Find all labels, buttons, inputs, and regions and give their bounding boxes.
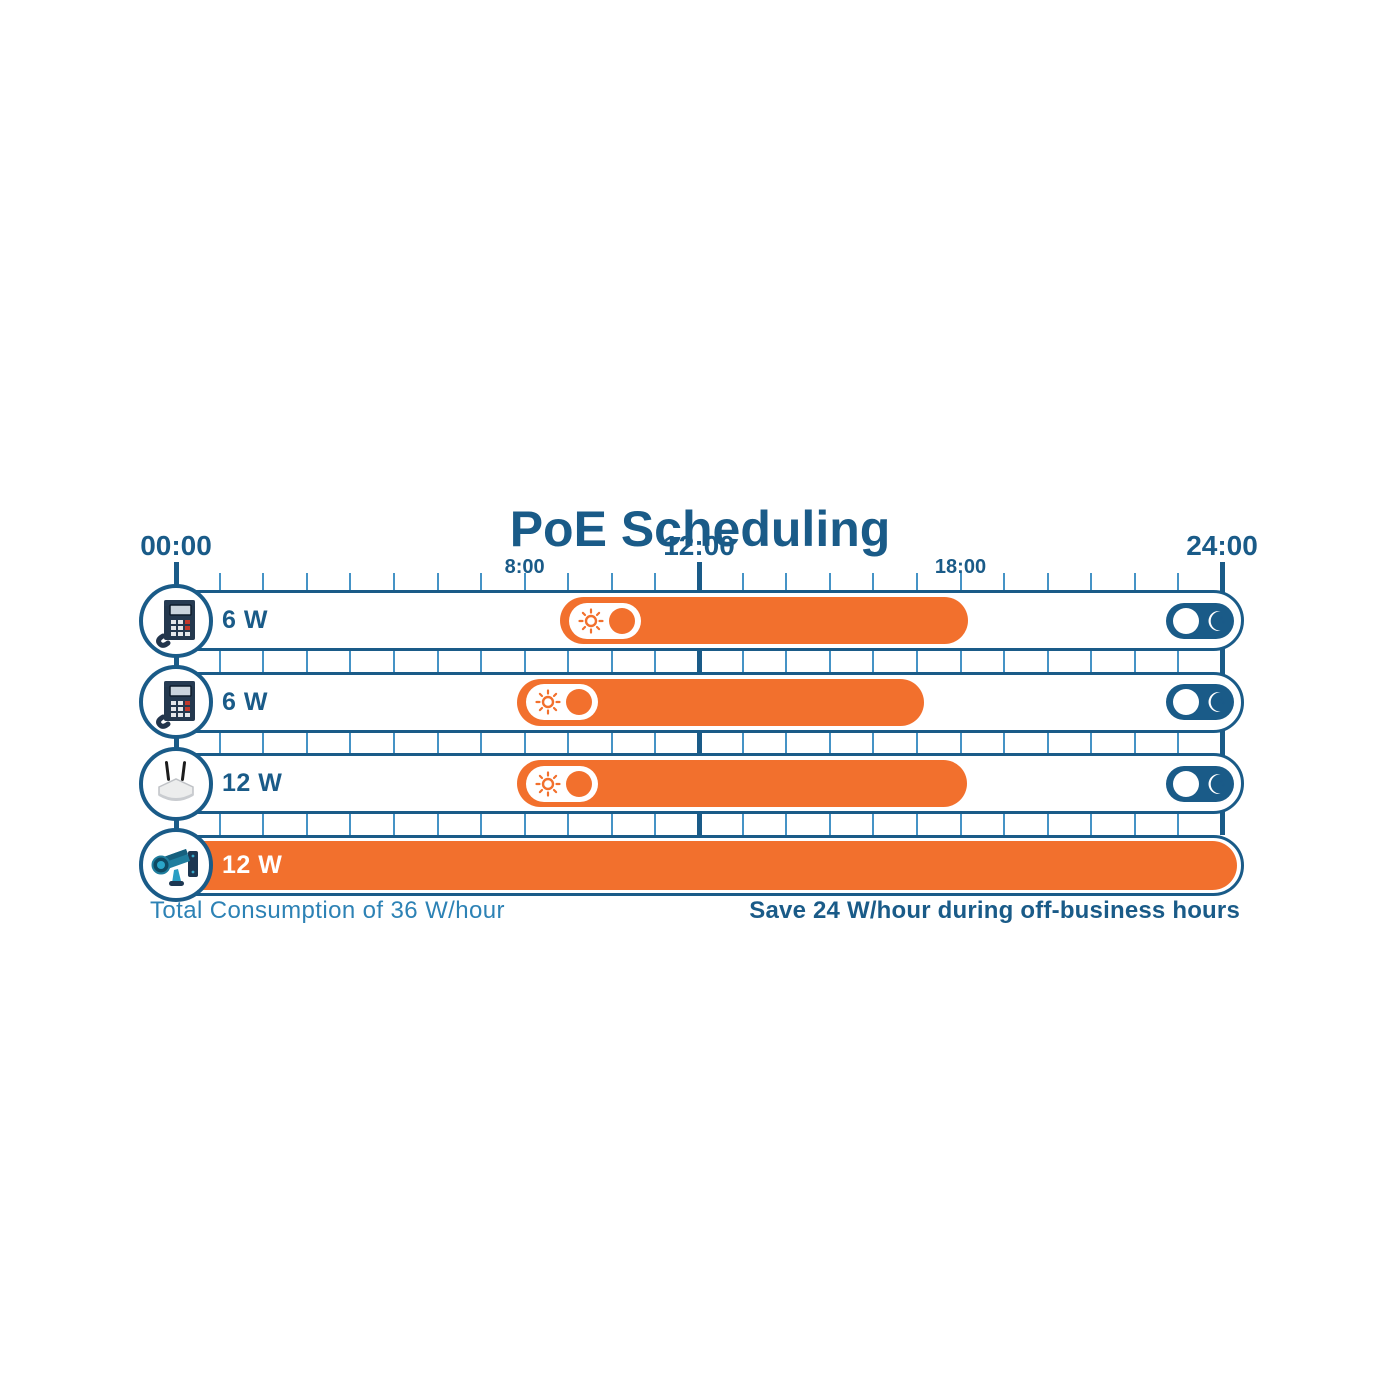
night-schedule-toggle-off[interactable] bbox=[1166, 684, 1234, 720]
chart-title: PoE Scheduling bbox=[509, 500, 891, 557]
axis-label-0000: 00:00 bbox=[140, 530, 212, 561]
device-badge-ip-phone bbox=[139, 665, 213, 739]
axis-label-1800: 18:00 bbox=[934, 556, 987, 578]
toggle-knob bbox=[1173, 689, 1199, 715]
toggle-knob bbox=[1173, 607, 1199, 634]
savings-note: Save 24 W/hour during off-business hours bbox=[749, 897, 1240, 924]
sun-icon bbox=[578, 607, 604, 634]
axis-label-800: 8:00 bbox=[504, 556, 545, 578]
power-on-bar bbox=[159, 840, 1237, 890]
total-consumption-note: Total Consumption of 36 W/hour bbox=[150, 897, 505, 924]
night-schedule-toggle-off[interactable] bbox=[1166, 765, 1234, 802]
device-badge-ip-phone bbox=[139, 583, 213, 658]
device-badge-wireless-access-point bbox=[139, 746, 213, 821]
day-schedule-toggle-on[interactable] bbox=[569, 602, 642, 639]
access-point-icon bbox=[158, 760, 194, 801]
toggle-knob bbox=[609, 607, 636, 634]
moon-icon bbox=[1208, 692, 1225, 712]
toggle-knob bbox=[565, 689, 592, 715]
day-schedule-toggle-on[interactable] bbox=[525, 684, 598, 720]
axis-label-1200: 12:00 bbox=[663, 530, 735, 561]
power-label: 6 W bbox=[222, 687, 268, 716]
moon-icon bbox=[1208, 773, 1225, 794]
axis-label-2400: 24:00 bbox=[1186, 530, 1258, 561]
cctv-camera-icon bbox=[151, 849, 198, 886]
ip-phone-icon bbox=[156, 681, 195, 729]
toggle-knob bbox=[565, 770, 592, 797]
power-label: 12 W bbox=[222, 769, 283, 797]
power-label: 6 W bbox=[222, 606, 268, 634]
device-badge-cctv-camera bbox=[139, 828, 213, 902]
night-schedule-toggle-off[interactable] bbox=[1166, 602, 1234, 639]
moon-icon bbox=[1208, 610, 1225, 631]
ip-phone-icon bbox=[156, 599, 195, 648]
sun-icon bbox=[535, 689, 561, 715]
power-label: 12 W bbox=[222, 850, 283, 879]
day-schedule-toggle-on[interactable] bbox=[525, 765, 598, 802]
toggle-knob bbox=[1173, 770, 1199, 797]
sun-icon bbox=[535, 770, 561, 797]
